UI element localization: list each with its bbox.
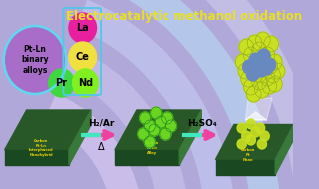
Circle shape (162, 112, 173, 124)
Circle shape (247, 35, 262, 51)
Circle shape (262, 78, 277, 94)
Text: Electrocatalytic methanol oxidation: Electrocatalytic methanol oxidation (66, 10, 302, 23)
Text: H₂/Ar: H₂/Ar (88, 119, 114, 128)
Circle shape (243, 60, 256, 74)
Polygon shape (245, 98, 272, 120)
Text: Pr: Pr (56, 78, 68, 88)
Circle shape (257, 49, 270, 63)
Polygon shape (216, 160, 275, 174)
Circle shape (267, 76, 282, 92)
Circle shape (243, 47, 258, 63)
Circle shape (256, 32, 270, 48)
Polygon shape (4, 150, 69, 165)
Circle shape (239, 39, 254, 55)
Circle shape (151, 107, 162, 119)
Polygon shape (245, 112, 266, 120)
Circle shape (263, 58, 276, 72)
Circle shape (69, 13, 96, 43)
Circle shape (251, 127, 260, 137)
Text: H₂SO₄: H₂SO₄ (187, 119, 217, 128)
Circle shape (243, 79, 258, 95)
Circle shape (252, 56, 265, 70)
Circle shape (252, 74, 266, 90)
Circle shape (140, 112, 151, 124)
Circle shape (249, 53, 262, 67)
Text: Pt-Ln
binary
alloys: Pt-Ln binary alloys (21, 45, 49, 75)
Circle shape (249, 66, 264, 82)
Text: Ce: Ce (76, 52, 90, 62)
Circle shape (257, 61, 272, 77)
Circle shape (238, 63, 253, 79)
Text: Carbon
Pt
Nano: Carbon Pt Nano (241, 148, 255, 162)
Circle shape (166, 120, 176, 132)
Circle shape (237, 123, 246, 133)
Circle shape (144, 136, 155, 148)
Polygon shape (4, 110, 91, 150)
Circle shape (252, 42, 266, 58)
Circle shape (242, 131, 251, 141)
Circle shape (160, 128, 171, 140)
Circle shape (4, 26, 66, 94)
Circle shape (266, 67, 280, 83)
Circle shape (255, 63, 267, 77)
Circle shape (246, 86, 261, 102)
Polygon shape (115, 150, 179, 165)
Circle shape (246, 67, 259, 81)
Circle shape (155, 116, 166, 128)
Text: Δ: Δ (98, 142, 104, 152)
Circle shape (241, 71, 256, 87)
Circle shape (256, 123, 265, 133)
Circle shape (246, 58, 261, 74)
Circle shape (264, 36, 278, 52)
Polygon shape (115, 110, 201, 150)
Circle shape (138, 128, 149, 140)
Polygon shape (275, 125, 293, 174)
Polygon shape (69, 110, 91, 165)
Circle shape (246, 119, 256, 129)
Polygon shape (216, 125, 293, 160)
Text: Carbon
Pt-Ln
Alloy: Carbon Pt-Ln Alloy (145, 141, 159, 155)
Text: Carbon
Pt-Ln
Interphased
Nanohybrid: Carbon Pt-Ln Interphased Nanohybrid (29, 139, 54, 157)
Circle shape (144, 120, 155, 132)
Circle shape (263, 58, 278, 74)
Circle shape (255, 82, 269, 98)
Text: Nd: Nd (78, 78, 93, 88)
Circle shape (149, 124, 160, 136)
Circle shape (246, 135, 256, 145)
Circle shape (260, 70, 275, 86)
Circle shape (260, 131, 269, 141)
Circle shape (49, 69, 74, 97)
Circle shape (255, 53, 269, 69)
Circle shape (260, 47, 275, 63)
Circle shape (237, 139, 246, 149)
Circle shape (257, 139, 266, 149)
Circle shape (267, 54, 282, 70)
Circle shape (69, 42, 96, 72)
Text: La: La (76, 23, 89, 33)
Circle shape (235, 54, 250, 70)
Circle shape (73, 69, 98, 97)
Polygon shape (179, 110, 201, 165)
Circle shape (260, 61, 273, 75)
Circle shape (270, 63, 285, 79)
